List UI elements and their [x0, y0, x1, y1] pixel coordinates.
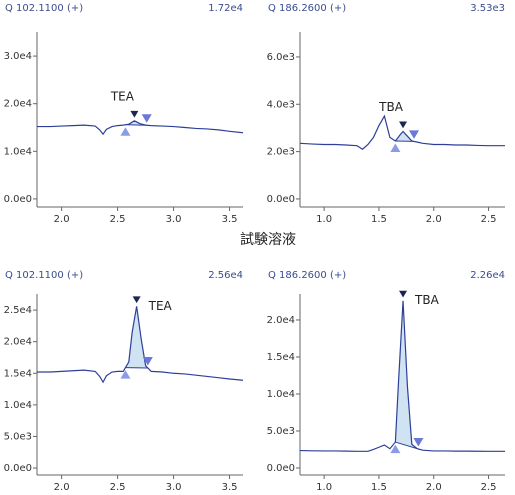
peak-label: TBA [378, 100, 404, 114]
peak-apex [132, 296, 141, 304]
peak-start [390, 444, 401, 454]
y-tick-label: 6.0e3 [267, 52, 295, 63]
x-tick-label: 1.5 [371, 482, 387, 493]
y-tick-label: 2.0e3 [267, 147, 295, 158]
trace [299, 300, 505, 452]
peak-end [409, 130, 420, 139]
peak-apex [399, 290, 408, 298]
y-tick-label: 0.0e0 [4, 194, 32, 205]
max-intensity: 2.26e4 [470, 270, 505, 281]
x-tick-label: 3.5 [222, 482, 238, 493]
caption: 試験溶液 [240, 232, 296, 248]
peak-apex [130, 110, 139, 118]
peak-start [120, 370, 131, 379]
y-tick-label: 1.5e4 [4, 368, 32, 379]
max-intensity: 2.56e4 [208, 270, 243, 281]
chart-title: Q 186.2600 (+) [268, 270, 346, 281]
y-tick-label: 0.0e0 [267, 463, 295, 474]
y-tick-label: 4.0e3 [267, 99, 295, 110]
y-tick-label: 0.0e0 [267, 194, 295, 205]
x-tick-label: 3.0 [166, 482, 182, 493]
x-tick-label: 3.5 [222, 214, 238, 225]
peak-area [125, 306, 148, 368]
y-tick-label: 0.0e0 [4, 463, 32, 474]
x-tick-label: 2.5 [110, 214, 126, 225]
peak-start [390, 143, 401, 152]
x-tick-label: 2.0 [426, 214, 442, 225]
peak-apex [399, 121, 408, 129]
y-tick-label: 2.0e4 [4, 99, 32, 110]
x-tick-label: 2.0 [54, 214, 70, 225]
y-tick-label: 1.0e4 [4, 400, 32, 411]
x-tick-label: 2.5 [481, 482, 497, 493]
y-tick-label: 1.5e4 [267, 352, 295, 363]
x-tick-label: 1.5 [371, 214, 387, 225]
peak-start [120, 127, 131, 136]
trace [37, 120, 244, 136]
peak-end [142, 356, 153, 366]
trace [37, 306, 244, 384]
x-tick-label: 2.5 [481, 214, 497, 225]
y-tick-label: 3.0e4 [4, 51, 32, 62]
y-tick-label: 5.0e3 [4, 431, 32, 442]
y-tick-label: 2.0e4 [4, 337, 32, 348]
peak-end [413, 438, 424, 447]
chart-title: Q 186.2600 (+) [268, 3, 346, 14]
peak-end [141, 114, 152, 123]
y-tick-label: 5.0e3 [267, 426, 295, 437]
chart-title: Q 102.1100 (+) [5, 3, 83, 14]
y-tick-label: 2.5e4 [4, 305, 32, 316]
max-intensity: 3.53e3 [470, 3, 505, 14]
peak-label: TEA [148, 299, 173, 313]
y-tick-label: 1.0e4 [4, 146, 32, 157]
trace [299, 114, 505, 150]
max-intensity: 1.72e4 [208, 3, 243, 14]
x-tick-label: 1.0 [316, 214, 332, 225]
y-tick-label: 1.0e4 [267, 389, 295, 400]
x-tick-label: 1.0 [316, 482, 332, 493]
x-tick-label: 2.5 [110, 482, 126, 493]
y-tick-label: 2.0e4 [267, 315, 295, 326]
x-tick-label: 2.0 [54, 482, 70, 493]
chart-title: Q 102.1100 (+) [5, 270, 83, 281]
peak-label: TEA [110, 89, 135, 103]
x-tick-label: 2.0 [426, 482, 442, 493]
peak-label: TBA [414, 293, 440, 307]
peak-baseline [395, 441, 419, 450]
x-tick-label: 3.0 [166, 214, 182, 225]
